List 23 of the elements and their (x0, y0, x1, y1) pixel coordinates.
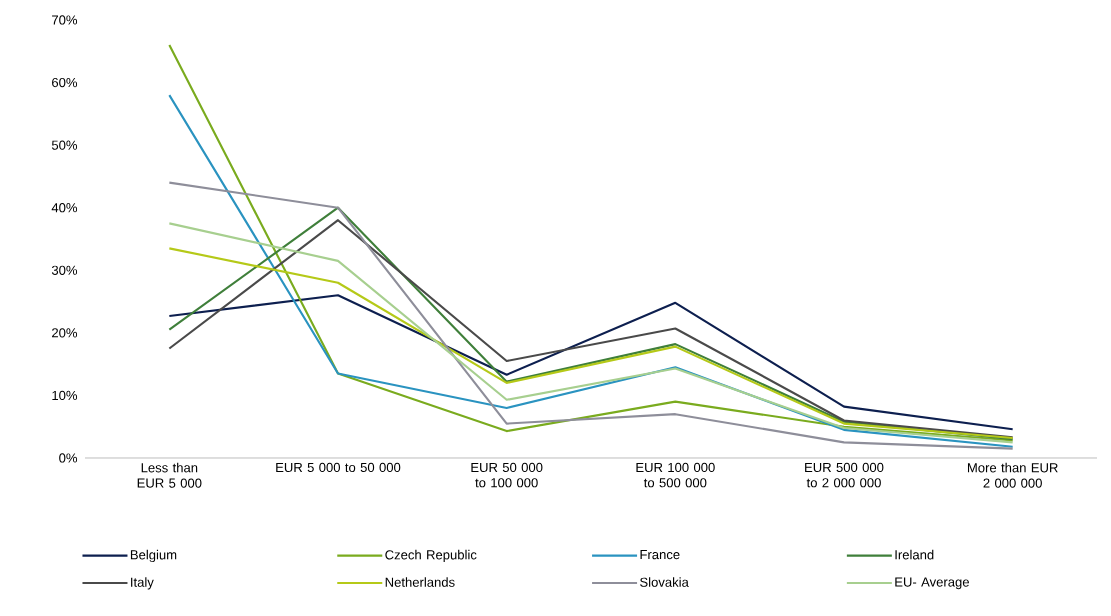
legend-label: EU- Average (895, 577, 969, 590)
y-tick-label: 0% (59, 453, 78, 463)
x-tick-label: EUR 100 000 to 500 000 (636, 462, 715, 488)
legend-label: Slovakia (640, 577, 689, 587)
legend-label: Belgium (130, 549, 177, 563)
legend-label: Czech Republic (385, 549, 477, 563)
line-series (168, 294, 1014, 431)
y-tick-label: 20% (52, 328, 78, 338)
y-tick-label: 60% (52, 77, 78, 88)
x-tick-label: EUR 50 000 to 100 000 (471, 462, 543, 488)
legend-label: Netherlands (385, 577, 455, 587)
legend-label: Ireland (895, 549, 934, 560)
x-tick-label: EUR 500 000 to 2 000 000 (805, 462, 884, 488)
legend-label: France (640, 550, 680, 560)
x-tick-label: More than EUR 2 000 000 (967, 462, 1058, 488)
x-tick-label: EUR 5 000 to 50 000 (276, 462, 401, 473)
y-tick-label: 50% (51, 140, 78, 150)
y-tick-label: 40% (51, 203, 78, 213)
legend-label: Italy (131, 577, 154, 590)
x-tick-label: Less than EUR 5 000 (137, 462, 202, 488)
y-tick-label: 30% (51, 265, 78, 275)
y-tick-label: 10% (52, 390, 78, 401)
y-tick-label: 70% (52, 15, 78, 25)
